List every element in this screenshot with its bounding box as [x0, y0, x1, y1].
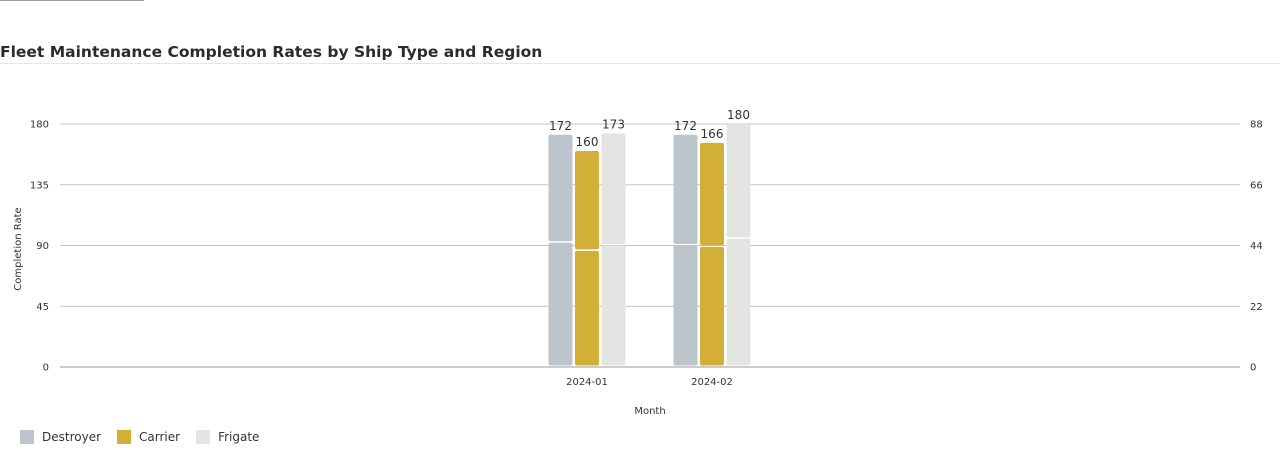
y2-tick-label: 88	[1250, 120, 1263, 131]
bar-segment	[575, 250, 599, 366]
legend-item[interactable]: Frigate	[196, 430, 259, 444]
x-axis-ticks: 2024-01 2024-02	[566, 377, 733, 388]
y2-tick-label: 22	[1250, 302, 1263, 313]
legend-label: Destroyer	[42, 430, 102, 444]
legend-item[interactable]: Destroyer	[20, 430, 101, 444]
legend: Destroyer Carrier Frigate	[20, 430, 275, 444]
legend-label: Carrier	[139, 430, 181, 444]
x-tick-label: 2024-01	[566, 377, 608, 388]
bar-segment	[700, 246, 724, 366]
legend-label: Frigate	[218, 430, 260, 444]
chart-title: Fleet Maintenance Completion Rates by Sh…	[0, 43, 543, 61]
y2-tick-label: 44	[1250, 241, 1263, 252]
bar-segment	[548, 134, 573, 242]
legend-swatch	[20, 430, 34, 444]
y-tick-label: 135	[30, 180, 49, 191]
y-axis-right: 0 22 44 66 88	[1250, 120, 1263, 374]
gridlines	[60, 123, 1240, 368]
y-tick-label: 90	[36, 241, 49, 252]
bar-segment	[700, 142, 724, 246]
y-tick-label: 0	[43, 363, 49, 374]
y2-tick-label: 0	[1250, 363, 1256, 374]
bar-segment	[673, 134, 698, 244]
bar-total-label: 160	[576, 135, 599, 149]
bar-total-label: 172	[549, 119, 572, 133]
bar-segment	[575, 151, 599, 250]
x-tick-label: 2024-02	[691, 377, 733, 388]
y-axis-left: 0 45 90 135 180	[30, 120, 49, 374]
bar-segment	[726, 124, 751, 238]
y-axis-label: Completion Rate	[13, 207, 24, 290]
title-divider	[0, 63, 1280, 64]
y-tick-label: 180	[30, 120, 49, 131]
bar-total-label: 180	[727, 108, 750, 122]
bar-total-label: 173	[602, 117, 625, 131]
y-tick-label: 45	[36, 302, 49, 313]
legend-item[interactable]: Carrier	[117, 430, 180, 444]
bar-segment	[673, 245, 698, 366]
legend-swatch	[196, 430, 211, 444]
bar-segment	[601, 245, 626, 366]
top-tab-indicator	[0, 0, 144, 1]
bar-segment	[601, 133, 626, 244]
bar-segment	[548, 242, 573, 366]
bar-total-label: 172	[674, 119, 697, 133]
bar-total-label: 166	[701, 127, 724, 141]
y2-tick-label: 66	[1250, 180, 1263, 191]
x-axis-label: Month	[634, 406, 665, 417]
bar-segment	[726, 238, 751, 366]
legend-swatch	[117, 430, 132, 444]
